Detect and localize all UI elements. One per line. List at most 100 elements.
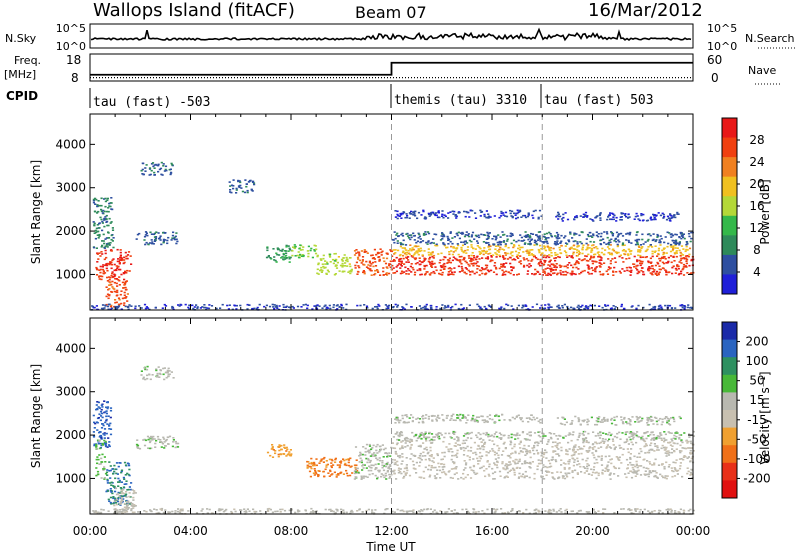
power-band-4 <box>140 161 174 176</box>
power-band-14 <box>555 211 680 222</box>
velocity-colorbar-swatch <box>722 339 737 358</box>
power-panel: 1000 2000 3000 4000 <box>55 113 695 311</box>
station-title: Wallops Island (fitACF) <box>93 0 295 21</box>
power-ytick-label: 4000 <box>55 137 86 151</box>
power-colorbar-swatch <box>722 196 737 217</box>
freq-tick-top: 18 <box>66 53 81 67</box>
velocity-panel: 1000 2000 3000 4000 <box>55 317 695 515</box>
velocity-ytick-label: 4000 <box>55 341 86 355</box>
power-band-1 <box>105 278 130 308</box>
time-tick-label: 12:00 <box>374 524 409 538</box>
velocity-colorbar-tick-label: 200 <box>746 335 769 349</box>
power-band-7 <box>291 244 318 259</box>
cpid-label: CPID <box>6 89 38 103</box>
velocity-colorbar-swatch <box>722 357 737 376</box>
cpid-mode-0: tau (fast) -503 <box>93 95 210 110</box>
power-colorbar-swatch <box>722 254 737 275</box>
power-colorbar-swatch <box>722 176 737 197</box>
power-band-15 <box>90 303 694 311</box>
power-colorbar-tick-label: 4 <box>753 265 761 279</box>
power-colorbar-tick-label: 28 <box>749 133 764 147</box>
power-colorbar-tick-label: 16 <box>749 199 764 213</box>
noise-right-tick-bottom: 10^0 <box>707 40 737 53</box>
power-colorbar-tick-label: 20 <box>749 177 764 191</box>
time-axis: 00:00 04:00 08:00 12:00 16:00 20:00 00:00 <box>73 524 711 538</box>
beam-title: Beam 07 <box>355 3 427 22</box>
freq-tick-bottom: 8 <box>71 71 79 85</box>
power-colorbar-tick-label: 12 <box>749 221 764 235</box>
power-band-6 <box>265 244 293 263</box>
velocity-colorbar: 200 100 50 15 -15 -50 -100 -200 <box>721 321 771 499</box>
velocity-colorbar-tick-label: -15 <box>747 413 767 427</box>
velocity-band-9 <box>391 439 695 480</box>
nave-tick-top: 60 <box>707 53 722 67</box>
velocity-ytick-label: 1000 <box>55 471 86 485</box>
velocity-frame <box>89 317 694 515</box>
freq-label: Freq. <box>14 54 41 67</box>
velocity-band-4 <box>135 435 180 450</box>
noise-left-label: N.Sky <box>5 32 37 45</box>
power-colorbar-tick-label: 8 <box>753 243 761 257</box>
velocity-band-8 <box>353 443 394 480</box>
nave-label: Nave <box>748 64 776 77</box>
power-colorbar-swatch <box>722 274 737 295</box>
velocity-band-12 <box>556 415 682 426</box>
velocity-colorbar-swatch <box>722 410 737 429</box>
power-band-11 <box>392 244 692 257</box>
power-band-8 <box>316 252 353 276</box>
velocity-band-1 <box>105 461 133 506</box>
power-colorbar-tick-label: 24 <box>749 155 764 169</box>
velocity-band-11 <box>394 413 542 424</box>
power-frame <box>89 113 694 311</box>
power-ytick-label: 2000 <box>55 224 86 238</box>
power-band-3 <box>135 231 179 246</box>
power-colorbar: 4 8 12 16 20 24 28 <box>721 117 765 295</box>
time-tick-label: 00:00 <box>676 524 711 538</box>
noise-panel-frame <box>89 23 694 49</box>
velocity-band-2 <box>95 439 108 480</box>
time-tick-label: 04:00 <box>173 524 208 538</box>
cpid-mode-1: themis (tau) 3310 <box>394 93 527 108</box>
velocity-colorbar-tick-label: -200 <box>743 471 770 485</box>
power-colorbar-label: Power [dB] <box>758 179 772 244</box>
velocity-colorbar-swatch <box>722 480 737 499</box>
power-band-10 <box>392 255 695 276</box>
velocity-band-6 <box>266 444 293 458</box>
power-colorbar-swatch <box>722 215 737 236</box>
velocity-ytick-label: 3000 <box>55 385 86 399</box>
power-band-2 <box>92 197 115 249</box>
noise-right-tick-top: 10^5 <box>707 22 737 35</box>
velocity-colorbar-tick-label: -100 <box>743 452 770 466</box>
freq-panel-frame <box>89 53 694 82</box>
power-band-9 <box>353 248 394 276</box>
power-band-13 <box>394 209 543 220</box>
time-axis-label: Time UT <box>365 540 416 554</box>
noise-left-tick-top: 10^5 <box>56 22 86 35</box>
velocity-colorbar-swatch <box>722 462 737 481</box>
freq-unit-label: [MHz] <box>4 68 36 81</box>
freq-line <box>90 61 693 76</box>
power-colorbar-swatch <box>722 235 737 256</box>
velocity-band-0 <box>92 400 113 449</box>
velocity-colorbar-swatch <box>722 322 737 341</box>
velocity-ytick-label: 2000 <box>55 428 86 442</box>
time-tick-label: 08:00 <box>274 524 309 538</box>
time-tick-label: 16:00 <box>475 524 510 538</box>
power-band-0 <box>95 248 133 281</box>
velocity-ylabel: Slant Range [km] <box>29 364 43 468</box>
velocity-colorbar-swatch <box>722 392 737 411</box>
velocity-colorbar-tick-label: -50 <box>747 432 767 446</box>
velocity-colorbar-swatch <box>722 427 737 446</box>
power-colorbar-swatch <box>722 118 737 139</box>
velocity-band-5 <box>140 365 175 381</box>
date-title: 16/Mar/2012 <box>588 0 703 21</box>
power-band-5 <box>228 179 256 194</box>
power-ylabel: Slant Range [km] <box>29 160 43 264</box>
power-ytick-label: 1000 <box>55 267 86 281</box>
velocity-colorbar-swatch <box>722 374 737 393</box>
noise-sky-line <box>90 27 692 42</box>
power-colorbar-swatch <box>722 157 737 178</box>
time-tick-label: 00:00 <box>73 524 108 538</box>
velocity-colorbar-tick-label: 15 <box>749 393 764 407</box>
